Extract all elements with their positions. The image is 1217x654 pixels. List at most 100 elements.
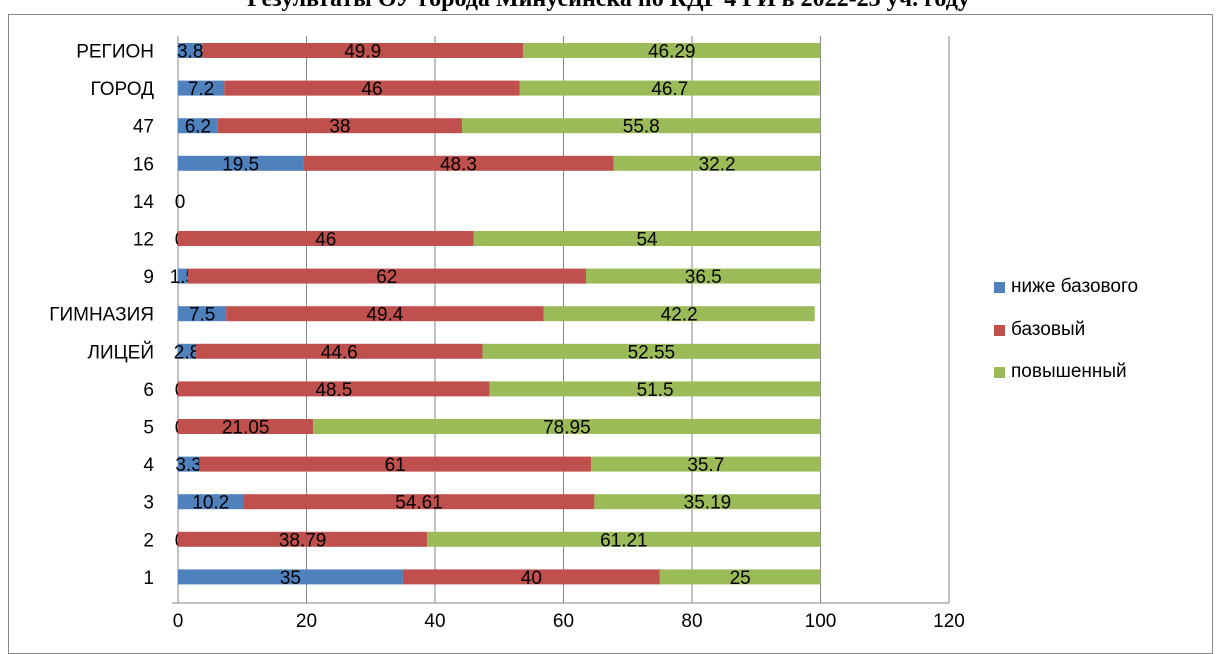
bar-segment <box>402 569 660 585</box>
legend-swatch <box>994 366 1005 378</box>
data-label: 46.7 <box>651 79 688 100</box>
category-label: 12 <box>133 230 154 251</box>
bar-segment <box>519 80 820 96</box>
category-label: 3 <box>143 493 154 514</box>
legend-label: повышенный <box>1011 361 1127 382</box>
bar-segment <box>178 494 244 510</box>
data-label: 36.5 <box>685 267 722 288</box>
data-label: 3.3 <box>175 455 201 476</box>
data-label: 21.05 <box>222 418 270 439</box>
bar-segment <box>613 155 821 171</box>
data-label: 52.55 <box>628 342 676 363</box>
data-label: 61.21 <box>600 530 648 551</box>
legend-label: базовый <box>1011 319 1086 340</box>
bar-segment <box>178 43 203 58</box>
x-tick-label: 0 <box>173 611 184 632</box>
category-label: 16 <box>133 154 154 175</box>
bar-segment <box>489 381 821 397</box>
category-label: ЛИЦЕЙ <box>87 341 154 363</box>
bar-segment <box>585 268 821 284</box>
bar-segment <box>427 531 821 547</box>
legend-label: ниже базового <box>1011 276 1139 297</box>
category-label: 6 <box>143 380 154 401</box>
bar-segment <box>243 494 595 510</box>
data-label: 61 <box>385 455 406 476</box>
x-tick-label: 100 <box>805 611 837 632</box>
data-label: 42.2 <box>661 305 698 326</box>
data-label: 54.61 <box>395 493 443 514</box>
data-label: 10.2 <box>192 493 229 514</box>
data-label: 7.2 <box>188 79 214 100</box>
data-label: 49.4 <box>366 305 403 326</box>
data-label: 25 <box>730 568 751 589</box>
bar-segment <box>313 419 821 434</box>
data-label: 35 <box>280 568 301 589</box>
legend-item: ниже базового <box>994 276 1138 298</box>
bar-segment <box>178 80 225 96</box>
x-tick-label: 60 <box>553 611 574 632</box>
data-label: 2.8 <box>174 342 200 363</box>
legend-item: повышенный <box>994 361 1127 383</box>
category-label: ГОРОД <box>91 79 155 100</box>
legend-swatch <box>994 324 1005 336</box>
bar-segment <box>217 118 462 134</box>
data-label: 46 <box>361 79 382 100</box>
category-label: 2 <box>143 530 154 551</box>
category-label: 1 <box>143 568 154 589</box>
bar-segment <box>178 569 403 585</box>
category-label: 9 <box>143 267 154 288</box>
legend-item: базовый <box>994 319 1085 341</box>
data-label: 35.19 <box>684 493 732 514</box>
bar-segment <box>199 456 592 472</box>
bar-segment <box>224 80 520 96</box>
bar-segment <box>543 306 815 322</box>
x-tick-label: 20 <box>296 611 317 632</box>
bar-segment <box>178 531 428 547</box>
x-tick-label: 120 <box>933 611 965 632</box>
bar-segment <box>202 43 524 58</box>
bar-segment <box>473 231 821 246</box>
category-label: 47 <box>133 117 154 138</box>
legend-swatch <box>994 281 1005 293</box>
category-label: 14 <box>133 192 155 213</box>
bar-segment <box>178 155 304 171</box>
category-label: 5 <box>143 418 154 439</box>
bar-segment <box>195 343 483 359</box>
bar-segment <box>187 268 586 284</box>
data-label: 49.9 <box>344 42 381 63</box>
data-label: 54 <box>636 230 658 251</box>
bar-segment <box>226 306 544 322</box>
bar-segment <box>178 306 227 322</box>
data-label: 0 <box>175 192 186 213</box>
bar-segment <box>461 118 821 134</box>
category-label: ГИМНАЗИЯ <box>49 305 154 326</box>
data-label: 51.5 <box>637 380 674 401</box>
data-label: 6.2 <box>185 117 211 138</box>
category-label: 4 <box>143 455 154 476</box>
category-label: РЕГИОН <box>76 42 154 63</box>
bar-segment <box>178 419 314 434</box>
bar-segment <box>178 343 196 359</box>
bar-segment <box>591 456 821 472</box>
data-label: 62 <box>376 267 397 288</box>
data-label: 55.8 <box>623 117 660 138</box>
data-label: 32.2 <box>699 154 736 175</box>
bar-segment <box>178 381 490 397</box>
bar-segment <box>482 343 821 359</box>
bar-segment <box>178 456 200 472</box>
data-label: 48.5 <box>315 380 352 401</box>
data-label: 48.3 <box>440 154 477 175</box>
data-label: 40 <box>521 568 542 589</box>
data-label: 44.6 <box>321 342 358 363</box>
data-label: 38 <box>329 117 350 138</box>
data-label: 35.7 <box>687 455 724 476</box>
data-label: 19.5 <box>222 154 259 175</box>
bar-segment <box>594 494 821 510</box>
data-label: 3.8 <box>177 42 203 63</box>
x-tick-label: 40 <box>424 611 445 632</box>
bar-segment <box>178 118 218 134</box>
bar-segment <box>178 268 188 284</box>
bar-segment <box>523 43 821 58</box>
data-label: 46.29 <box>648 42 696 63</box>
bar-segment <box>303 155 614 171</box>
